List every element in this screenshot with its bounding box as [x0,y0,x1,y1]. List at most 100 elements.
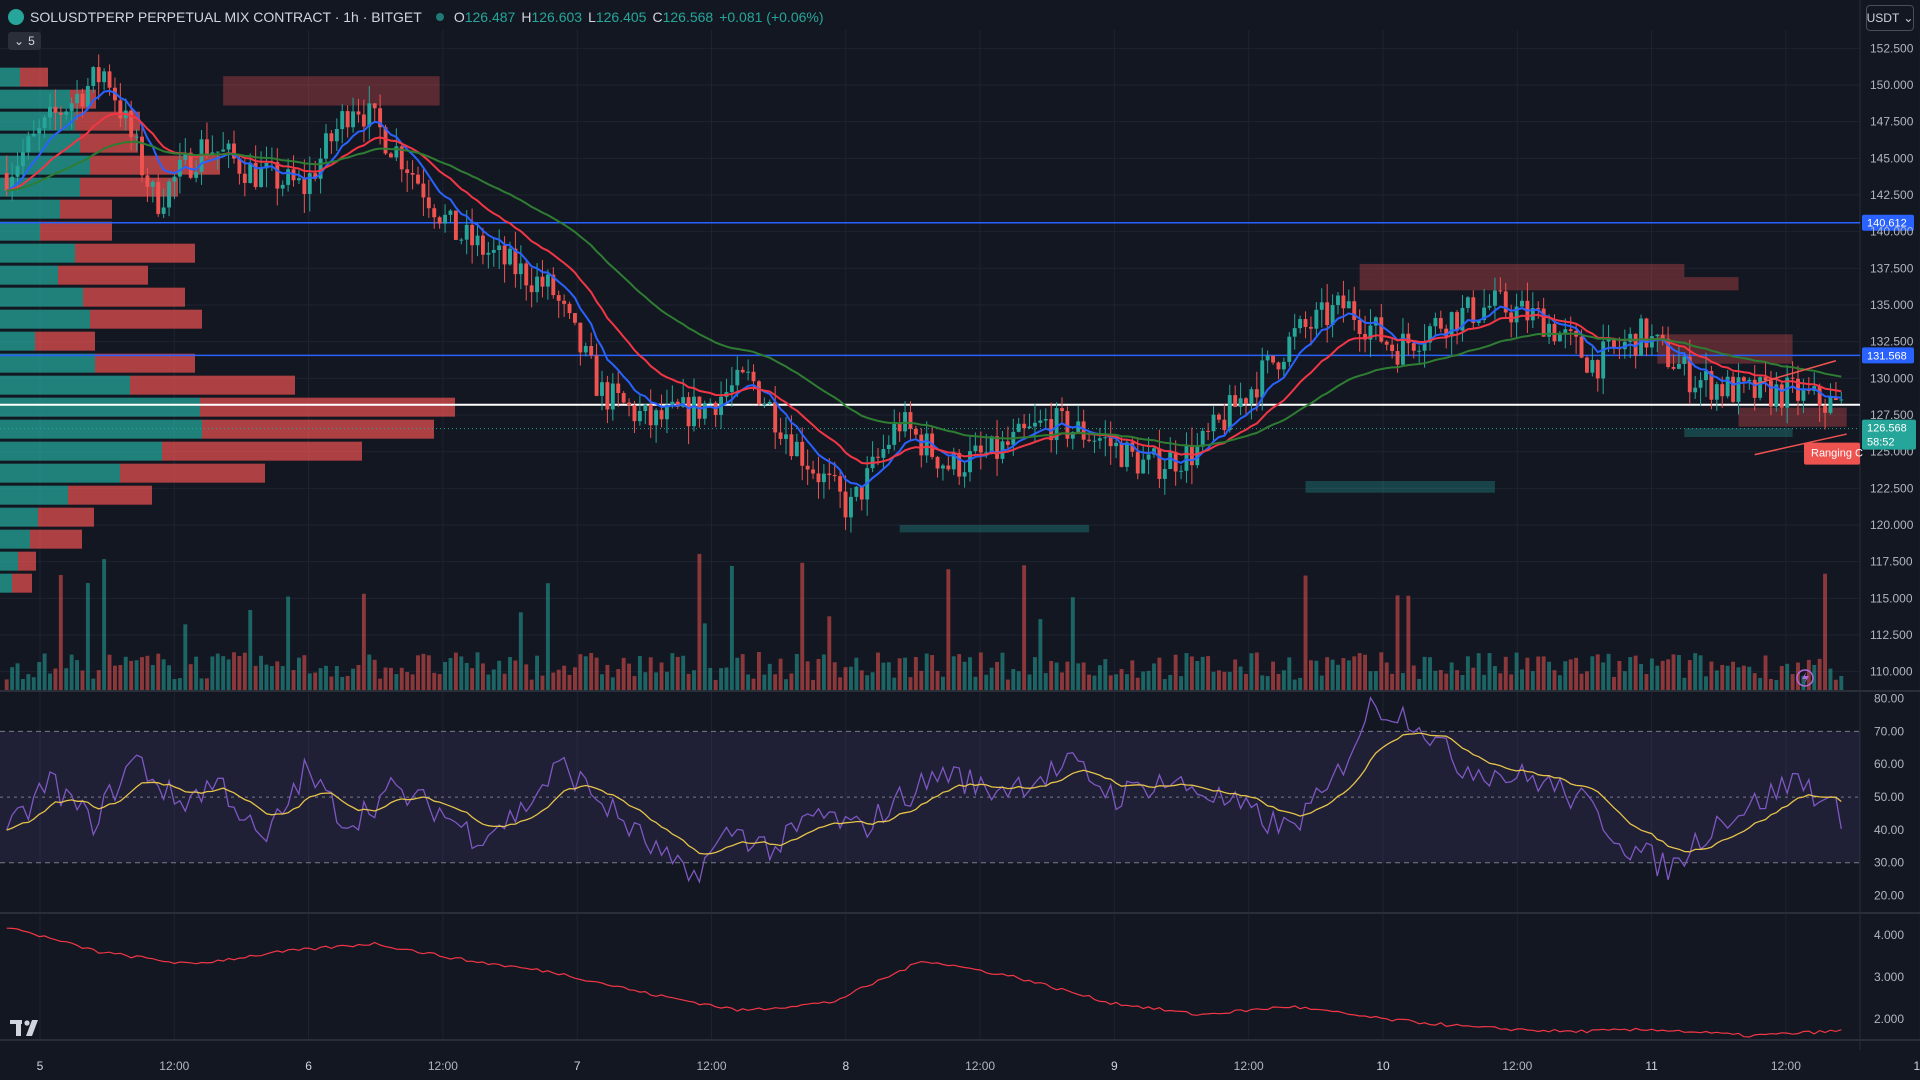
candle-body [367,103,372,127]
candle-body [1557,332,1562,342]
volume-bar [486,674,491,690]
volume-bar [1027,674,1032,690]
candle-body [508,248,512,265]
volume-bar [215,653,220,690]
candle-body [637,411,642,422]
indicators-collapse-button[interactable]: ⌄ 5 [8,32,41,50]
volume-bar [1038,619,1043,690]
channel-upper-line[interactable] [1754,360,1837,385]
time-axis-label: 12:00 [1234,1059,1264,1073]
volume-bar [919,670,924,690]
volume-bar [37,662,42,690]
candle-body [280,184,285,189]
candle-body [1314,309,1319,329]
candle-body [800,441,805,466]
candle-body [1682,356,1687,365]
candle-body [848,496,853,518]
volume-bar [1482,674,1487,690]
volume-bar [1281,670,1286,690]
candle-body [616,383,621,394]
volume-bar [1346,660,1351,690]
candle-body [464,224,469,240]
bar-countdown-label: 58:52 [1867,437,1895,449]
candle-body [892,424,897,445]
volume-bar [437,674,442,690]
volume-bar [177,678,182,690]
volume-bar [210,656,215,690]
candle-body [632,405,637,422]
grid [0,30,1920,1040]
candle-body [134,136,139,138]
volume-bar [405,672,410,690]
volume-profile-buy [0,221,40,241]
candle-body [1758,377,1763,398]
volume-bar [1184,653,1189,690]
volume-bar [161,659,166,690]
candle-body [832,475,837,477]
volume-bar [1779,666,1784,690]
channel-lower-line[interactable] [1754,433,1847,456]
volume-bar [1790,674,1795,690]
volume-bar [556,669,561,690]
candle-body [1244,398,1248,404]
volume-bar [1536,656,1541,690]
price-axis-label: 115.000 [1870,591,1913,605]
candle-body [1747,379,1752,382]
candle-body [518,263,523,275]
volume-profile-sell [75,243,195,263]
volume-bar [946,569,951,690]
candle-body [1114,442,1119,447]
volume-bar [1552,670,1557,690]
volume-bar [167,665,172,690]
volume-bar [1574,657,1579,690]
candle-body [1536,308,1541,310]
volume-bar [1417,678,1422,690]
volume-bar [188,664,193,690]
currency-select[interactable]: USDT ⌄ [1866,5,1914,31]
volume-bar [583,656,588,690]
volume-bar [903,657,908,690]
candle-body [372,103,377,109]
time-axis-label: 12:00 [965,1059,995,1073]
candle-body [58,112,63,115]
candle-body [1693,387,1698,393]
volume-profile-buy [0,89,70,109]
candle-body [53,106,58,113]
volume-bar [1330,659,1335,690]
volume-profile-sell [120,463,265,483]
candle-body [1346,301,1351,309]
volume-bar [821,654,826,690]
candle-body [1460,307,1465,331]
volume-profile-sell [200,397,455,417]
volume-bar [1839,676,1844,690]
candle-body [31,133,36,137]
candle-body [1308,326,1313,329]
volume-bar [226,659,231,690]
candle-body [1319,302,1324,310]
volume-bar [1666,659,1671,690]
candle-body [1666,338,1671,367]
alert-lightning-icon[interactable] [1796,669,1814,687]
candle-body [69,103,74,112]
volume-bar [75,660,80,690]
price-axis-label: 117.500 [1870,555,1913,569]
symbol-title[interactable]: SOLUSDTPERP PERPETUAL MIX CONTRACT · 1h … [30,9,422,25]
volume-profile-sell [40,221,112,241]
volume-bar [1649,658,1654,690]
candle-body [1070,432,1075,439]
volume-bar [1525,657,1530,690]
time-axis-label: 12:00 [159,1059,189,1073]
volume-bar [621,657,626,690]
volume-profile-sell [80,133,138,153]
volume-bar [448,657,453,690]
volume-bar [232,652,236,690]
candle-body [903,412,908,432]
atr-axis-label: 2.000 [1874,1012,1904,1026]
volume-bar [1628,657,1633,690]
volume-bar [995,661,1000,690]
volume-bar [388,667,393,690]
volume-bar [692,670,696,690]
candle-body [1390,344,1395,351]
volume-bar [1422,656,1427,690]
